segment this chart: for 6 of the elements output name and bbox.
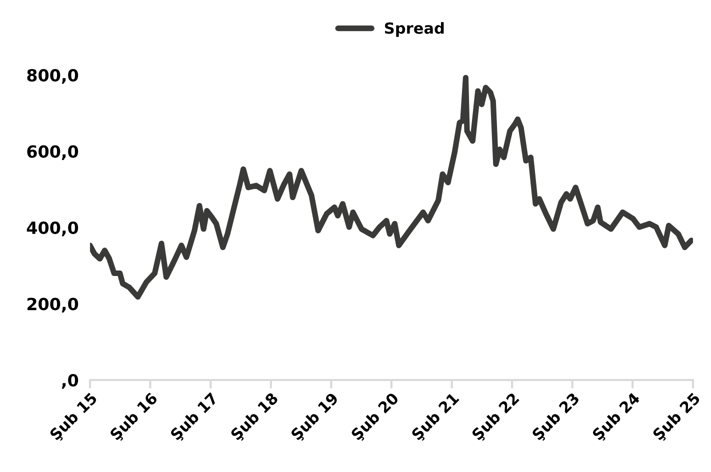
y-tick-label: 800,0 [27, 68, 78, 84]
y-tick-label: 400,0 [26, 221, 78, 236]
y-tick-label: ,0 [62, 374, 78, 389]
legend-label: Spread [384, 22, 444, 37]
y-tick-label: 600,0 [27, 145, 78, 160]
y-tick-label: 200,0 [27, 298, 78, 312]
